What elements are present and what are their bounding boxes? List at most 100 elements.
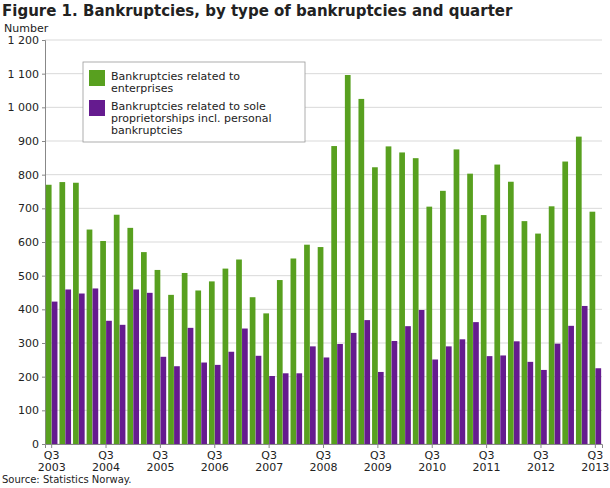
y-tick-mark (42, 242, 45, 243)
y-tick-mark (42, 377, 45, 378)
bar (331, 146, 337, 444)
y-tick-label: 1 200 (8, 34, 40, 47)
y-tick-mark (42, 40, 45, 41)
x-tick: Q32005 (146, 444, 174, 474)
x-tick-mark (486, 444, 487, 448)
y-tick-label: 100 (18, 404, 39, 417)
x-tick: Q32009 (364, 444, 392, 474)
y-tick: 200 (18, 371, 45, 384)
bar (555, 344, 561, 444)
bar (188, 328, 194, 444)
x-tick-label-line: 2013 (581, 461, 609, 474)
x-tick-label-line: Q3 (261, 449, 277, 462)
series (46, 75, 595, 444)
bar (250, 297, 256, 444)
bar (263, 313, 269, 444)
x-tick: Q32010 (418, 444, 446, 474)
x-tick-label-line: Q3 (98, 449, 114, 462)
bar (522, 221, 528, 444)
bar (527, 362, 533, 444)
legend-label-line: bankruptcies (111, 124, 183, 137)
x-tick: Q32008 (310, 444, 338, 474)
y-tick-label: 1 100 (8, 68, 40, 81)
grid-line (45, 40, 602, 41)
bar (568, 326, 574, 444)
y-tick-mark (42, 175, 45, 176)
x-tick-label-line: Q3 (424, 449, 440, 462)
bar (590, 212, 596, 444)
x-tick: Q32012 (527, 444, 555, 474)
y-tick: 1 200 (8, 34, 46, 47)
x-tick-label-line: 2007 (255, 461, 283, 474)
x-axis-line (46, 445, 603, 449)
bar (460, 339, 466, 444)
y-tick-label: 1 000 (8, 101, 40, 114)
bar (413, 158, 419, 444)
bar (358, 99, 364, 444)
bar (351, 333, 357, 444)
bar (46, 185, 52, 444)
legend-label: Bankruptcies related to soleproprietorsh… (111, 100, 271, 137)
x-tick-mark (160, 444, 161, 448)
y-tick: 400 (18, 303, 45, 316)
x-tick-label-line: 2003 (38, 461, 66, 474)
bar (405, 326, 411, 444)
x-tick-label-line: Q3 (588, 449, 604, 462)
x-tick-label-line: Q3 (316, 449, 332, 462)
x-tick: Q32006 (201, 444, 229, 474)
bar (168, 295, 174, 444)
x-tick: Q32007 (255, 444, 283, 474)
plot: 01002003004005006007008009001 0001 1001 … (8, 34, 610, 474)
bar (576, 137, 582, 444)
bar (562, 162, 568, 444)
y-tick-label: 700 (18, 202, 39, 215)
chart: Figure 1. Bankruptcies, by type of bankr… (0, 0, 610, 488)
y-tick: 800 (18, 169, 45, 182)
bar (87, 230, 93, 444)
x-tick-label: Q32008 (310, 449, 338, 474)
bar (242, 329, 248, 444)
legend-label-line: enterprises (111, 82, 173, 95)
bar (223, 269, 229, 444)
legend-swatch (89, 70, 105, 86)
y-tick: 100 (18, 404, 45, 417)
bar (215, 365, 221, 444)
title: Figure 1. Bankruptcies, by type of bankr… (2, 2, 513, 20)
bars (46, 75, 601, 444)
legend: Bankruptcies related toenterprises Bankru… (83, 62, 305, 142)
y-tick: 300 (18, 337, 45, 350)
x-tick-label: Q32012 (527, 449, 555, 474)
bar (160, 357, 166, 444)
y-tick-label: 400 (18, 303, 39, 316)
bar (494, 165, 500, 444)
x-tick-label-line: Q3 (533, 449, 549, 462)
bar (426, 207, 432, 444)
grid-line (45, 174, 602, 175)
x-tick-mark (377, 444, 378, 448)
bar (114, 215, 120, 444)
x-tick-label-line: 2009 (364, 461, 392, 474)
grid-line (45, 208, 602, 209)
y-tick-mark (42, 276, 45, 277)
bar (467, 174, 473, 444)
x-tick-label: Q32010 (418, 449, 446, 474)
x-tick-label-line: Q3 (153, 449, 169, 462)
y-tick-mark (42, 107, 45, 108)
x-tick: Q32011 (473, 444, 501, 474)
bar (582, 306, 588, 444)
bar (291, 258, 297, 444)
y-tick-label: 500 (18, 270, 39, 283)
y-tick-mark (42, 444, 45, 445)
legend-item: Bankruptcies related toenterprises (89, 70, 240, 95)
x-tick-mark (214, 444, 215, 448)
x-tick-label: Q32011 (473, 449, 501, 474)
y-tick-label: 600 (18, 236, 39, 249)
x-tick-label-line: Q3 (479, 449, 495, 462)
bar (541, 370, 547, 444)
bar (318, 247, 324, 444)
y-tick-label: 900 (18, 135, 39, 148)
y-tick-mark (42, 141, 45, 142)
x-tick-mark (432, 444, 433, 448)
bar (386, 146, 392, 444)
x-tick-label-line: 2012 (527, 461, 555, 474)
